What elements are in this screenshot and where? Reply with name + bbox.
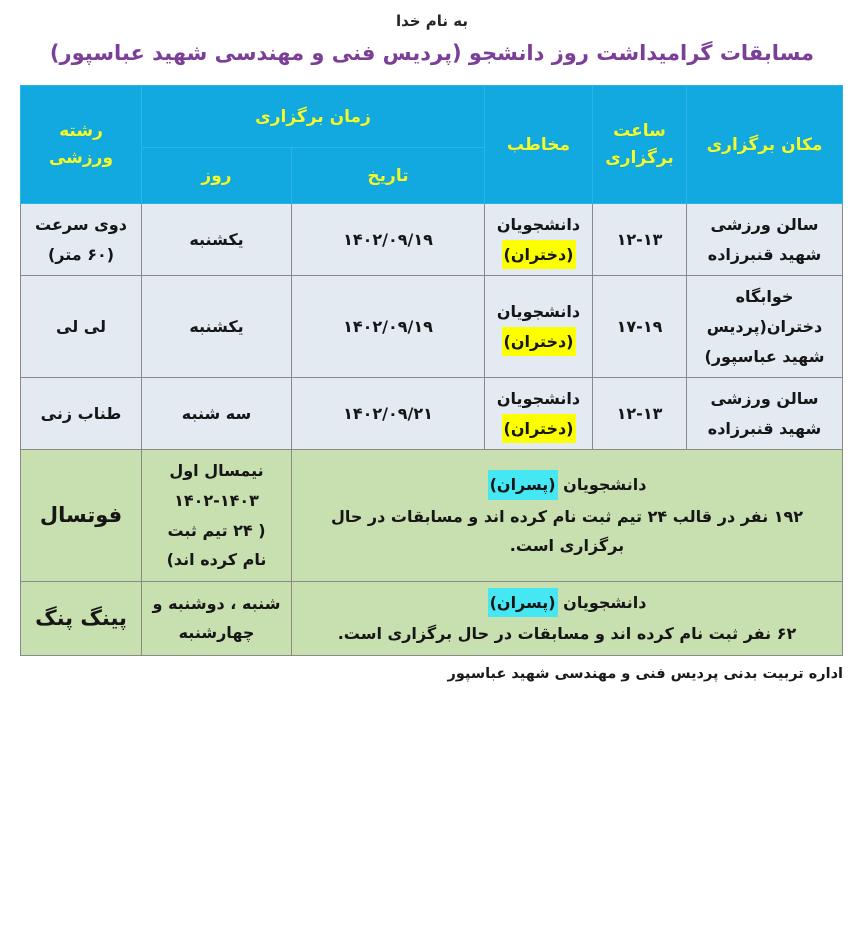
notes-line-2: برگزاری است. bbox=[509, 536, 625, 556]
cell-day: یکشنبه bbox=[141, 275, 292, 379]
document-footer: اداره تربیت بدنی پردیس فنی و مهندسی شهید… bbox=[447, 666, 843, 683]
cell-sport: لی لی bbox=[20, 275, 142, 379]
period-line-3: ( ۲۴ تیم ثبت bbox=[167, 520, 266, 540]
col-header-venue: مکان برگزاری bbox=[686, 85, 843, 205]
header-row-top: مکان برگزاری ساعت برگزاری مخاطب زمان برگ… bbox=[20, 85, 843, 205]
audience-gender-highlight: (دختران) bbox=[501, 413, 576, 444]
table-row: سالن ورزشی شهید قنبرزاده ۱۲-۱۳ دانشجویان… bbox=[20, 377, 843, 451]
notes-audience-text: دانشجویان bbox=[557, 592, 647, 612]
cell-venue: خوابگاه دختران(پردیس شهید عباسپور) bbox=[686, 275, 843, 379]
period-line-4: نام کرده اند) bbox=[166, 550, 267, 570]
venue-line-2: دختران(پردیس bbox=[706, 317, 823, 337]
cell-audience: دانشجویان (دختران) bbox=[484, 377, 593, 451]
cell-venue: سالن ورزشی شهید قنبرزاده bbox=[686, 203, 843, 277]
period-line-2: چهارشنبه bbox=[178, 623, 255, 643]
venue-line-3: شهید عباسپور) bbox=[704, 346, 825, 366]
schedule-table: مکان برگزاری ساعت برگزاری مخاطب زمان برگ… bbox=[20, 85, 843, 657]
col-header-date: تاریخ bbox=[291, 147, 485, 205]
cell-sport: دوی سرعت (۶۰ متر) bbox=[20, 203, 142, 277]
cell-time: ۱۷-۱۹ bbox=[592, 275, 687, 379]
page-title: مسابقات گرامیداشت روز دانشجو (پردیس فنی … bbox=[49, 41, 815, 65]
notes-audience-text: دانشجویان bbox=[557, 475, 647, 495]
col-header-audience: مخاطب bbox=[484, 85, 593, 205]
notes-gender-highlight: (پسران) bbox=[487, 587, 558, 618]
table-row: خوابگاه دختران(پردیس شهید عباسپور) ۱۷-۱۹… bbox=[20, 275, 843, 379]
header-row-sub: تاریخ روز bbox=[21, 147, 843, 205]
cell-period: شنبه ، دوشنبه و چهارشنبه bbox=[141, 580, 292, 657]
cell-notes: دانشجویان (پسران) ۱۹۲ نفر در قالب ۲۴ تیم… bbox=[291, 449, 843, 582]
cell-sport: طناب زنی bbox=[20, 377, 142, 451]
venue-line-1: خوابگاه bbox=[735, 287, 794, 307]
period-line-2: ۱۴۰۲-۱۴۰۳ bbox=[174, 491, 259, 511]
notes-line-1: ۱۹۲ نفر در قالب ۲۴ تیم ثبت نام کرده اند … bbox=[330, 506, 804, 526]
cell-sport: فوتسال bbox=[20, 449, 142, 582]
audience-line-1: دانشجویان bbox=[496, 302, 581, 322]
cell-period: نیمسال اول ۱۴۰۲-۱۴۰۳ ( ۲۴ تیم ثبت نام کر… bbox=[141, 449, 292, 582]
audience-gender-highlight: (دختران) bbox=[501, 239, 576, 270]
table-row: دانشجویان (پسران) ۱۹۲ نفر در قالب ۲۴ تیم… bbox=[20, 449, 843, 582]
cell-day: سه شنبه bbox=[141, 377, 292, 451]
schedule-table-wrap: مکان برگزاری ساعت برگزاری مخاطب زمان برگ… bbox=[20, 85, 843, 657]
cell-date: ۱۴۰۲/۰۹/۱۹ bbox=[291, 275, 485, 379]
audience-gender-wrap: (دختران) bbox=[489, 239, 588, 270]
notes-line-1: ۶۲ نفر ثبت نام کرده اند و مسابقات در حال… bbox=[337, 624, 797, 644]
venue-line-1: سالن ورزشی bbox=[710, 389, 819, 409]
audience-gender-wrap: (دختران) bbox=[489, 326, 588, 357]
table-row: سالن ورزشی شهید قنبرزاده ۱۲-۱۳ دانشجویان… bbox=[20, 203, 843, 277]
table-row: دانشجویان (پسران) ۶۲ نفر ثبت نام کرده ان… bbox=[20, 580, 843, 657]
col-header-day: روز bbox=[141, 147, 292, 205]
col-header-sport: رشته ورزشی bbox=[20, 85, 142, 205]
venue-line-2: شهید قنبرزاده bbox=[707, 244, 822, 264]
notes-audience-line: دانشجویان (پسران) bbox=[296, 587, 838, 618]
cell-time: ۱۲-۱۳ bbox=[592, 377, 687, 451]
notes-gender-highlight: (پسران) bbox=[487, 470, 558, 500]
cell-sport: پینگ پنگ bbox=[20, 580, 142, 657]
audience-gender-highlight: (دختران) bbox=[501, 326, 576, 357]
venue-line-1: سالن ورزشی bbox=[710, 215, 819, 235]
sport-line-1: دوی سرعت bbox=[35, 215, 127, 235]
cell-audience: دانشجویان (دختران) bbox=[484, 203, 593, 277]
col-header-time: ساعت برگزاری bbox=[592, 85, 687, 205]
audience-line-1: دانشجویان bbox=[496, 389, 581, 409]
col-header-schedule-group: زمان برگزاری bbox=[141, 85, 485, 149]
table-head: مکان برگزاری ساعت برگزاری مخاطب زمان برگ… bbox=[20, 85, 843, 205]
cell-notes: دانشجویان (پسران) ۶۲ نفر ثبت نام کرده ان… bbox=[291, 580, 843, 657]
cell-venue: سالن ورزشی شهید قنبرزاده bbox=[686, 377, 843, 451]
cell-date: ۱۴۰۲/۰۹/۲۱ bbox=[291, 377, 485, 451]
document-header: به نام خدا مسابقات گرامیداشت روز دانشجو … bbox=[0, 0, 864, 67]
bismillah-text: به نام خدا bbox=[395, 12, 469, 30]
sport-line-2: (۶۰ متر) bbox=[47, 244, 115, 264]
table-body: سالن ورزشی شهید قنبرزاده ۱۲-۱۳ دانشجویان… bbox=[20, 203, 843, 657]
notes-audience-line: دانشجویان (پسران) bbox=[296, 470, 838, 500]
cell-audience: دانشجویان (دختران) bbox=[484, 275, 593, 379]
cell-date: ۱۴۰۲/۰۹/۱۹ bbox=[291, 203, 485, 277]
audience-line-1: دانشجویان bbox=[496, 215, 581, 235]
venue-line-2: شهید قنبرزاده bbox=[707, 418, 822, 438]
period-line-1: نیمسال اول bbox=[169, 461, 264, 481]
cell-day: یکشنبه bbox=[141, 203, 292, 277]
period-line-1: شنبه ، دوشنبه و bbox=[152, 593, 281, 613]
cell-time: ۱۲-۱۳ bbox=[592, 203, 687, 277]
audience-gender-wrap: (دختران) bbox=[489, 413, 588, 444]
